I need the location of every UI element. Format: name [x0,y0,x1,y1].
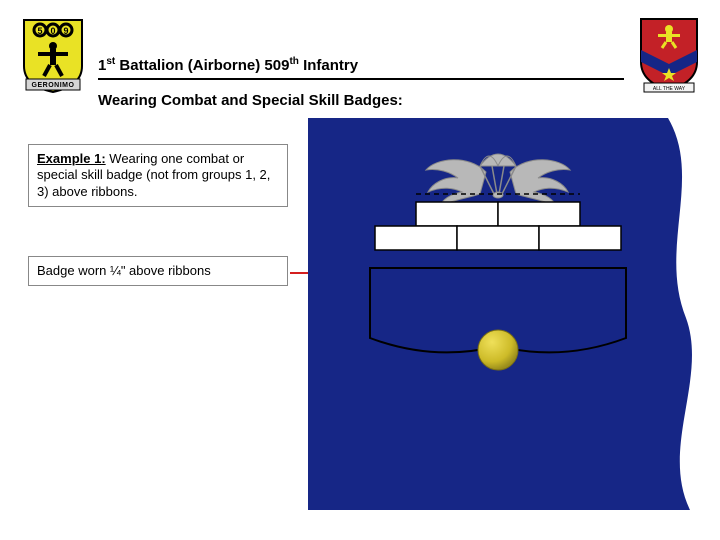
svg-text:0: 0 [50,26,55,36]
unit-crest-right-icon: ALL THE WAY [638,16,700,94]
example-heading: Example 1: [37,151,106,166]
uniform-diagram [308,118,694,510]
svg-text:9: 9 [63,26,68,36]
unit-crest-509-icon: 5 0 9 GERONIMO [20,16,86,94]
uniform-button-icon [478,330,518,370]
title-underline [98,78,624,80]
section-subtitle: Wearing Combat and Special Skill Badges: [98,92,403,109]
badge-spacing-note: Badge worn ¼" above ribbons [37,263,211,278]
page-title: 1st Battalion (Airborne) 509th Infantry [98,56,624,74]
title-seg-2: Battalion (Airborne) 509 [115,57,289,74]
svg-text:ALL THE WAY: ALL THE WAY [653,86,686,92]
title-seg-3: Infantry [299,57,358,74]
example-description-box: Example 1: Wearing one combat or special… [28,144,288,207]
badge-spacing-note-box: Badge worn ¼" above ribbons [28,256,288,286]
svg-text:5: 5 [37,26,42,36]
title-sup-1: st [106,56,115,67]
title-sup-2: th [289,56,298,67]
svg-text:GERONIMO: GERONIMO [32,82,75,89]
